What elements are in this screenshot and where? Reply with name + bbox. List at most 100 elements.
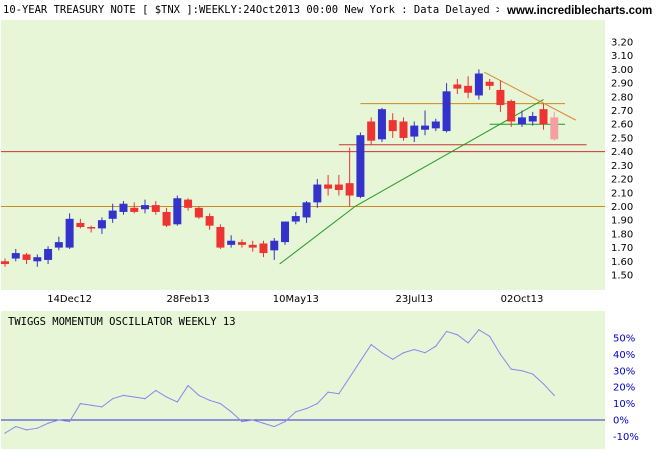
oscillator-point [370,343,372,346]
candle-body [367,121,376,141]
oscillator-point [47,422,49,424]
oscillator-point [209,399,211,401]
price-axis-tick: 2.50 [611,133,633,144]
candle-body [141,205,150,210]
oscillator-point [456,334,458,336]
oscillator-point [424,352,426,354]
oscillator-point [532,373,534,375]
oscillator-point [445,330,448,333]
candle-body [270,240,279,251]
oscillator-point [338,393,340,395]
date-axis-tick: 10May13 [273,294,319,305]
candle-body [431,121,440,129]
candle-body [281,221,290,243]
chart-title: 10-YEAR TREASURY NOTE [ $TNX ]:WEEKLY:24… [3,4,547,16]
candle-body [388,120,397,132]
candle-body [324,184,333,189]
oscillator-point [435,345,437,347]
oscillator-axis-tick: 40% [613,350,635,361]
candle-body [410,125,419,137]
oscillator-point [165,396,168,398]
price-axis-tick: 1.60 [611,257,633,268]
oscillator-axis-tick: 10% [613,399,635,410]
oscillator-line-group [4,329,555,434]
oscillator-point [478,329,480,331]
price-axis-tick: 2.10 [611,188,633,199]
date-axis-tick: 02Oct13 [501,294,544,305]
oscillator-line [4,329,555,434]
oscillator-axis-labels: 50% 40% 30% 20% 10% 0% -10% [613,334,639,443]
price-axis-tick: 3.00 [611,65,633,76]
oscillator-axis-tick: 0% [613,416,629,427]
oscillator-point [25,429,28,431]
oscillator-point [112,398,114,400]
oscillator-point [187,384,189,387]
candle-body [151,205,160,212]
oscillator-point [381,352,383,354]
candle-body [356,135,365,197]
candle-body [507,100,516,122]
oscillator-point [15,425,17,428]
oscillator-point [489,335,491,337]
candle-body [485,81,494,86]
candle-body [1,261,9,265]
oscillator-point [144,398,146,400]
candle-body [550,117,559,140]
candle-body [205,216,214,226]
oscillator-point [392,358,394,360]
oscillator-panel: TWIGGS MOMENTUM OSCILLATOR WEEKLY 13 50%… [1,311,639,449]
price-axis-tick: 2.90 [611,79,633,90]
oscillator-point [295,411,297,413]
candle-body [33,257,42,262]
candle-body [377,109,386,140]
candle-body [184,199,193,208]
oscillator-point [4,432,6,434]
candle-body [248,244,257,248]
oscillator-point [176,401,178,403]
price-panel: 3.20 3.10 3.00 2.90 2.80 2.70 2.60 2.50 2.40 2.30… [1,20,633,305]
candle-body [539,109,548,125]
candle-body [76,222,85,228]
oscillator-axis-tick: -10% [613,432,639,443]
candle-body [453,84,462,89]
price-axis-tick: 2.60 [611,120,633,131]
oscillator-point [467,342,469,344]
candle-body [302,202,311,218]
price-candles [1,69,559,267]
oscillator-point [273,425,275,428]
oscillator-point [241,421,243,423]
price-axis-tick: 1.80 [611,229,633,240]
oscillator-panel-background [1,311,605,449]
candle-body [259,243,268,254]
candle-body [334,184,343,191]
candle-body [399,121,408,138]
candle-body [11,253,20,259]
date-axis-tick: 28Feb13 [167,294,210,305]
trend-line [279,206,356,265]
date-axis-tick: 23Jul13 [396,294,434,305]
candle-body [496,89,505,106]
oscillator-axis-tick: 20% [613,383,635,394]
oscillator-point [79,403,81,405]
candle-body [345,183,354,196]
brand-background [499,2,665,17]
candle-body [517,117,526,125]
oscillator-point [69,421,71,423]
oscillator-axis-tick: 50% [613,334,635,345]
oscillator-point [359,360,362,362]
candle-body [173,198,182,225]
oscillator-point [90,404,92,406]
candle-body [216,227,225,248]
price-axis-tick: 2.30 [611,161,633,172]
oscillator-point [155,389,157,392]
oscillator-point [510,368,512,370]
price-panel-background [1,20,605,290]
candle-body [54,242,63,248]
oscillator-point [553,394,555,396]
oscillator-point [542,383,545,385]
oscillator-point [413,348,415,351]
price-axis-tick: 1.90 [611,216,633,227]
oscillator-point [58,419,60,421]
oscillator-point [499,353,502,355]
